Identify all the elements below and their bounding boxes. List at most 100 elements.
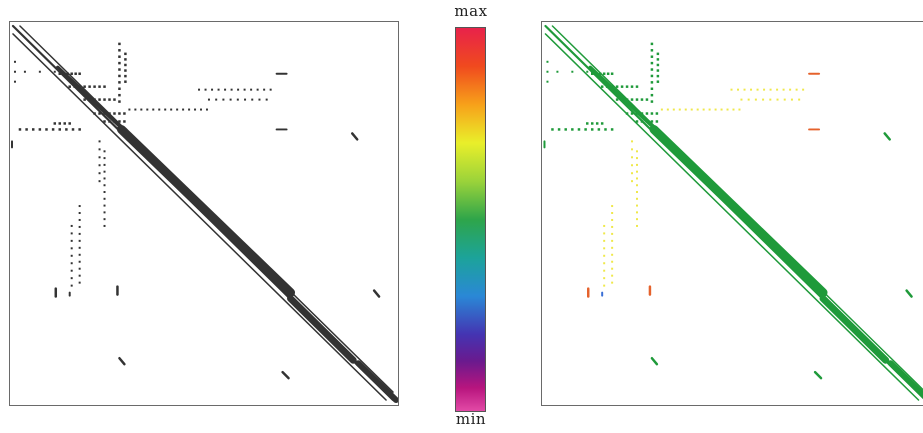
offdiag-entry: [631, 156, 634, 159]
matrix-entry: [630, 85, 634, 88]
offdiag-entry: [726, 108, 729, 111]
matrix-entry: [118, 81, 121, 84]
matrix-entry: [68, 85, 71, 88]
offdiag-entry: [78, 232, 81, 235]
matrix-entry: [604, 128, 607, 131]
diagonal-line: [544, 33, 920, 401]
offdiag-entry: [103, 184, 106, 187]
matrix-entry: [118, 100, 121, 103]
matrix-entry: [590, 128, 594, 131]
offdiag-entry: [769, 88, 772, 91]
offdiag-entry: [207, 98, 210, 101]
matrix-entry: [83, 98, 86, 101]
offdiag-entry: [636, 218, 638, 221]
matrix-entry: [600, 122, 604, 125]
offdiag-entry: [631, 172, 634, 175]
offdiag-entry: [666, 108, 669, 111]
offdiag-entry: [204, 88, 207, 91]
matrix-entry: [53, 122, 57, 125]
matrix-entry: [13, 60, 16, 63]
matrix-entry: [546, 80, 549, 83]
matrix-entry: [635, 98, 639, 101]
matrix-entry: [650, 112, 654, 115]
offdiag-entry: [269, 88, 272, 91]
matrix-entry: [650, 68, 654, 71]
offdiag-entry: [714, 108, 717, 111]
matrix-entry: [108, 112, 111, 115]
matrix-entry: [65, 128, 68, 131]
matrix-entry: [118, 55, 121, 58]
matrix-entry: [123, 112, 126, 115]
sparsity-pattern-matrix: [11, 24, 398, 404]
matrix-entry: [118, 112, 121, 115]
matrix-entry: [124, 74, 127, 78]
matrix-entry: [645, 112, 649, 115]
matrix-entry: [108, 98, 111, 101]
offdiag-entry: [611, 239, 614, 242]
offdiag-entry: [636, 197, 638, 200]
matrix-entry: [93, 85, 96, 88]
offdiag-entry: [611, 225, 614, 228]
offdiag-entry: [170, 108, 173, 111]
offdiag-entry: [98, 172, 101, 175]
matrix-entry: [650, 42, 654, 46]
offdiag-entry: [158, 108, 161, 111]
diagonal-line: [12, 33, 387, 401]
offdiag-entry: [603, 262, 606, 265]
offdiag-entry: [230, 88, 233, 91]
diagonal-band: [819, 295, 890, 364]
offdiag-entry: [164, 108, 167, 111]
matrix-entry: [605, 85, 609, 88]
matrix-entry: [590, 122, 594, 125]
offdiag-entry: [103, 150, 106, 153]
matrix-entry: [98, 85, 101, 88]
offdiag-entry: [244, 98, 247, 101]
offdiag-entry: [198, 88, 201, 91]
matrix-entry: [557, 128, 561, 131]
offdiag-entry: [98, 156, 101, 159]
matrix-entry: [45, 128, 48, 131]
matrix-entry: [600, 85, 604, 88]
offdiag-entry: [258, 98, 261, 101]
offdiag-entry: [103, 191, 106, 194]
offdiag-entry: [182, 108, 185, 111]
matrix-entry: [546, 70, 549, 73]
offdiag-entry: [70, 277, 73, 280]
matrix-entry: [556, 70, 559, 73]
offdiag-entry: [636, 204, 638, 207]
matrix-entry: [98, 98, 101, 101]
matrix-entry: [630, 112, 634, 115]
offdiag-entry: [217, 88, 220, 91]
offdiag-entry: [70, 284, 73, 287]
offdiag-entry: [611, 267, 614, 270]
offdiag-entry: [631, 164, 634, 167]
offdiag-entry: [78, 246, 81, 249]
offdiag-entry: [134, 108, 137, 111]
matrix-entry: [586, 122, 589, 125]
matrix-entry: [62, 72, 65, 75]
offdiag-entry: [263, 88, 266, 91]
matrix-entry: [103, 112, 106, 115]
matrix-entry: [615, 98, 619, 101]
offdiag-entry: [237, 88, 240, 91]
matrix-entry: [63, 122, 66, 125]
offdiag-entry: [611, 218, 614, 221]
matrix-entry: [656, 69, 660, 72]
matrix-entry: [31, 128, 35, 131]
diagonal-band: [287, 295, 357, 364]
offdiag-entry: [776, 88, 779, 91]
offdiag-entry: [790, 98, 793, 101]
matrix-entry: [123, 120, 126, 123]
matrix-entry: [93, 98, 96, 101]
matrix-entry: [88, 98, 91, 101]
offdiag-entry: [98, 164, 101, 167]
offdiag-entry: [636, 163, 638, 166]
offdiag-entry: [754, 98, 757, 101]
offdiag-entry: [350, 132, 359, 141]
diagonal-cluster: [55, 65, 124, 130]
offdiag-entry: [70, 239, 73, 242]
matrix-entry: [83, 85, 86, 88]
offdiag-entry: [78, 253, 81, 256]
offdiag-entry: [103, 218, 106, 221]
offdiag-entry: [690, 108, 693, 111]
